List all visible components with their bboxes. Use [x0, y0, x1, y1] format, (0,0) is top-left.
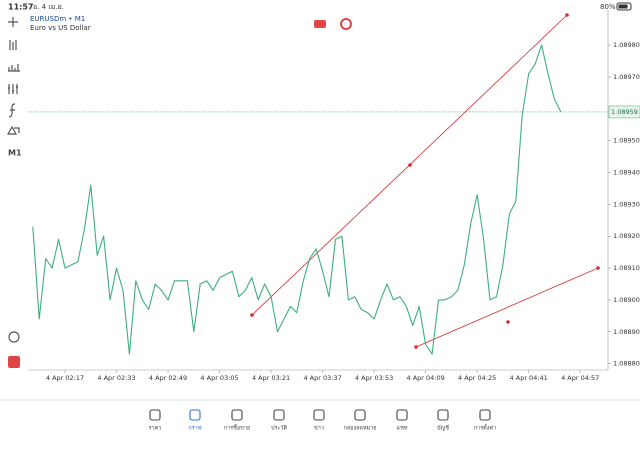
tab-icon[interactable] [396, 409, 408, 421]
x-tick-label: 4 Apr 03:05 [200, 374, 238, 382]
crosshair-tool[interactable] [8, 17, 18, 27]
tab-icon[interactable] [354, 409, 366, 421]
tab-label[interactable]: การตั้งค่า [474, 424, 496, 432]
x-tick-label: 4 Apr 04:09 [407, 374, 445, 382]
x-tick-label: 4 Apr 02:33 [97, 374, 135, 382]
tab-icon[interactable] [479, 409, 491, 421]
signals-tool[interactable] [8, 331, 20, 343]
y-tick-label: 1.08900 [613, 296, 640, 304]
x-tick-label: 4 Apr 02:17 [46, 374, 84, 382]
timeframe[interactable]: M1 [8, 149, 22, 158]
sell-button[interactable] [314, 20, 326, 28]
battery-level [618, 4, 628, 9]
settings-tool[interactable] [8, 84, 18, 94]
status-time: 11:57 [8, 3, 33, 12]
chart-type-tool[interactable] [9, 40, 17, 50]
x-tick-label: 4 Apr 03:53 [355, 374, 393, 382]
y-tick-label: 1.08920 [613, 232, 640, 240]
x-tick-label: 4 Apr 03:21 [252, 374, 290, 382]
tab-icon[interactable] [189, 409, 201, 421]
last-price-label: 1.08959 [611, 108, 638, 116]
status-date: อ. 4 เม.ย. [33, 3, 64, 11]
trade-tool[interactable] [8, 356, 20, 368]
chart-subtitle: Euro vs US Dollar [30, 24, 91, 32]
tab-label[interactable]: กราฟ [188, 425, 201, 432]
y-tick-label: 1.08940 [613, 168, 640, 176]
trend-point[interactable] [250, 313, 254, 317]
plot: 1.08980 1.08970 1.08950 1.08940 1.08930 1.089… [28, 41, 640, 382]
tab-icon[interactable] [231, 409, 243, 421]
trend-line[interactable] [415, 267, 599, 348]
tab-label[interactable]: แชท [397, 425, 408, 432]
tab-label[interactable]: ราคา [149, 426, 162, 432]
status-battery: 80% [600, 3, 616, 11]
y-tick-label: 1.08950 [613, 137, 640, 145]
tab-label[interactable]: การซื้อขาย [224, 424, 250, 432]
tab-label[interactable]: กล่องจดหมาย [343, 426, 376, 432]
buy-button[interactable] [340, 18, 352, 30]
y-tick-label: 1.08910 [613, 264, 640, 272]
tab-bar: ราคา กราฟ การซื้อขาย ประวัติ ข่าว กล่องจดหมาย… [149, 409, 496, 432]
x-tick-label: 4 Apr 04:57 [561, 374, 599, 382]
price-line [32, 44, 562, 355]
trend-point[interactable] [596, 266, 600, 270]
x-tick-label: 4 Apr 03:37 [303, 374, 341, 382]
tab-label[interactable]: ประวัติ [271, 425, 287, 432]
y-tick-label: 1.08930 [613, 200, 640, 208]
tab-icon[interactable] [437, 409, 449, 421]
trend-point[interactable] [408, 163, 412, 167]
objects-tool[interactable] [6, 125, 20, 135]
x-tick-label: 4 Apr 02:49 [149, 374, 187, 382]
left-toolbar: M1 [6, 17, 22, 368]
last-price-box [608, 105, 640, 119]
tab-icon[interactable] [149, 409, 161, 421]
y-tick-label: 1.08890 [613, 328, 640, 336]
tab-icon[interactable] [313, 409, 325, 421]
tab-icon[interactable] [273, 409, 285, 421]
chart-title: EURUSDm • M1 [30, 15, 85, 23]
trend-point[interactable] [414, 345, 418, 349]
y-tick-label: 1.08880 [613, 360, 640, 368]
function-tool[interactable] [8, 103, 16, 118]
tab-label[interactable]: บัญชี [437, 425, 449, 432]
x-tick-label: 4 Apr 04:41 [510, 374, 548, 382]
indicators-tool[interactable] [8, 64, 20, 72]
trend-point[interactable] [565, 13, 569, 17]
y-tick-label: 1.08970 [613, 73, 640, 81]
x-tick-label: 4 Apr 04:25 [458, 374, 496, 382]
tab-label[interactable]: ข่าว [314, 426, 324, 432]
y-tick-label: 1.08980 [613, 41, 640, 49]
battery-icon [616, 2, 632, 11]
trend-point[interactable] [506, 320, 510, 324]
